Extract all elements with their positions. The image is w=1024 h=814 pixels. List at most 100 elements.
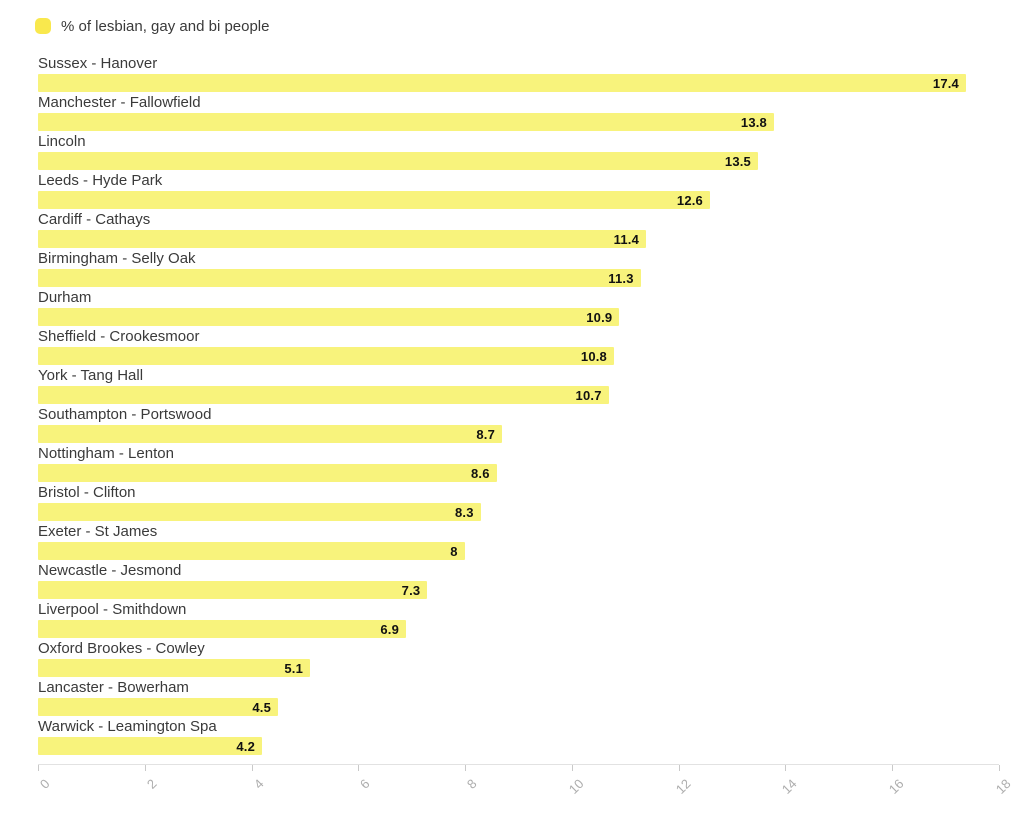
bar[interactable]: 4.5 bbox=[38, 698, 278, 716]
x-axis-tick bbox=[144, 765, 146, 771]
bar-track: 10.9 bbox=[38, 308, 998, 326]
bar-value-label: 8.7 bbox=[476, 426, 495, 442]
x-axis-tick-label: 14 bbox=[779, 776, 801, 797]
bar-track: 5.1 bbox=[38, 659, 998, 677]
bar-value-label: 12.6 bbox=[676, 192, 703, 208]
bar-track: 6.9 bbox=[38, 620, 998, 638]
bar[interactable]: 13.5 bbox=[38, 152, 758, 170]
bar-value-label: 8.6 bbox=[470, 465, 490, 481]
x-axis-tick-label: 6 bbox=[357, 776, 373, 792]
bar-track: 11.4 bbox=[38, 230, 998, 248]
chart-row: Cardiff - Cathays 11.4 bbox=[38, 209, 998, 248]
chart-rows: Sussex - Hanover 17.4 Manchester - Fallowf… bbox=[38, 53, 998, 755]
bar-value-label: 13.8 bbox=[740, 114, 767, 130]
chart-row: Newcastle - Jesmond 7.3 bbox=[38, 560, 998, 599]
x-axis-tick bbox=[892, 765, 894, 771]
bar[interactable]: 4.2 bbox=[38, 737, 262, 755]
chart-row: Lincoln 13.5 bbox=[38, 131, 998, 170]
bar-track: 11.3 bbox=[38, 269, 998, 287]
chart-row: Birmingham - Selly Oak 11.3 bbox=[38, 248, 998, 287]
bar[interactable]: 6.9 bbox=[38, 620, 406, 638]
bar[interactable]: 13.8 bbox=[38, 113, 774, 131]
bar[interactable]: 7.3 bbox=[38, 581, 428, 599]
category-label: Southampton - Portswood bbox=[38, 406, 212, 423]
bar-value-label: 7.3 bbox=[401, 582, 421, 598]
bar-track: 8 bbox=[38, 542, 998, 560]
bar-track: 7.3 bbox=[38, 581, 998, 599]
category-label: Sussex - Hanover bbox=[38, 55, 158, 72]
bar-value-label: 11.3 bbox=[608, 270, 634, 286]
category-label: Bristol - Clifton bbox=[38, 484, 136, 501]
bar[interactable]: 11.3 bbox=[38, 269, 641, 287]
x-axis-tick bbox=[251, 765, 253, 771]
bar-track: 17.4 bbox=[38, 74, 998, 92]
bar[interactable]: 12.6 bbox=[38, 191, 710, 209]
x-axis-tick-label: 4 bbox=[250, 776, 267, 792]
x-axis-tick-label: 18 bbox=[992, 776, 1014, 797]
bar[interactable]: 11.4 bbox=[38, 230, 646, 248]
bar-track: 10.7 bbox=[38, 386, 998, 404]
bar[interactable]: 8.6 bbox=[38, 464, 497, 482]
bar[interactable]: 8.3 bbox=[38, 503, 481, 521]
category-label: Birmingham - Selly Oak bbox=[38, 250, 196, 267]
x-axis-tick-label: 2 bbox=[143, 776, 160, 792]
x-axis-tick-label: 0 bbox=[36, 776, 53, 792]
bar[interactable]: 8 bbox=[38, 542, 465, 560]
x-axis-tick-label: 16 bbox=[885, 776, 907, 797]
bar-track: 13.5 bbox=[38, 152, 998, 170]
x-axis-line bbox=[38, 764, 999, 765]
category-label: Oxford Brookes - Cowley bbox=[38, 640, 205, 657]
chart-row: Manchester - Fallowfield 13.8 bbox=[38, 92, 998, 131]
bar-value-label: 10.7 bbox=[575, 387, 602, 403]
bar-track: 4.2 bbox=[38, 737, 998, 755]
bar-track: 13.8 bbox=[38, 113, 998, 131]
chart-row: Sheffield - Crookesmoor 10.8 bbox=[38, 326, 998, 365]
x-axis-tick bbox=[465, 765, 467, 771]
bar[interactable]: 5.1 bbox=[38, 659, 310, 677]
legend-item[interactable]: % of lesbian, gay and bi people bbox=[0, 0, 1024, 36]
bar-value-label: 8.3 bbox=[454, 504, 474, 520]
x-axis-tick bbox=[999, 765, 1000, 771]
category-label: Newcastle - Jesmond bbox=[38, 562, 182, 579]
bar-value-label: 10.9 bbox=[586, 309, 613, 325]
category-label: Lancaster - Bowerham bbox=[38, 679, 189, 696]
bar-track: 10.8 bbox=[38, 347, 998, 365]
chart-row: Durham 10.9 bbox=[38, 287, 998, 326]
category-label: Durham bbox=[38, 289, 92, 306]
category-label: Sheffield - Crookesmoor bbox=[38, 328, 200, 345]
x-axis-tick bbox=[358, 765, 360, 771]
bar-track: 8.3 bbox=[38, 503, 998, 521]
x-axis-tick-label: 12 bbox=[672, 776, 694, 797]
category-label: Leeds - Hyde Park bbox=[38, 172, 163, 189]
chart-row: Nottingham - Lenton 8.6 bbox=[38, 443, 998, 482]
chart-row: Warwick - Leamington Spa 4.2 bbox=[38, 716, 998, 755]
category-label: Nottingham - Lenton bbox=[38, 445, 174, 462]
bar[interactable]: 10.9 bbox=[38, 308, 620, 326]
chart-row: York - Tang Hall 10.7 bbox=[38, 365, 998, 404]
bar[interactable]: 17.4 bbox=[38, 74, 966, 92]
bar[interactable]: 10.7 bbox=[38, 386, 609, 404]
category-label: Manchester - Fallowfield bbox=[38, 94, 201, 111]
legend-swatch-icon bbox=[35, 18, 51, 34]
x-axis-tick bbox=[38, 765, 39, 771]
bar[interactable]: 8.7 bbox=[38, 425, 502, 443]
x-axis-tick bbox=[678, 765, 680, 771]
category-label: Exeter - St James bbox=[38, 523, 158, 540]
bar-track: 8.7 bbox=[38, 425, 998, 443]
category-label: Liverpool - Smithdown bbox=[38, 601, 187, 618]
category-label: Lincoln bbox=[38, 133, 86, 150]
bar-value-label: 4.2 bbox=[236, 738, 255, 754]
chart-row: Lancaster - Bowerham 4.5 bbox=[38, 677, 998, 716]
bar-track: 8.6 bbox=[38, 464, 998, 482]
bar-value-label: 5.1 bbox=[284, 660, 303, 676]
bar-value-label: 17.4 bbox=[932, 75, 959, 91]
chart-row: Exeter - St James 8 bbox=[38, 521, 998, 560]
chart-row: Leeds - Hyde Park 12.6 bbox=[38, 170, 998, 209]
chart-row: Sussex - Hanover 17.4 bbox=[38, 53, 998, 92]
bar-value-label: 8 bbox=[450, 543, 458, 559]
category-label: Warwick - Leamington Spa bbox=[38, 718, 217, 735]
bar[interactable]: 10.8 bbox=[38, 347, 614, 365]
bar-track: 4.5 bbox=[38, 698, 998, 716]
x-axis: 0 2 4 6 8 10 12 14 16 18 bbox=[36, 764, 1014, 812]
